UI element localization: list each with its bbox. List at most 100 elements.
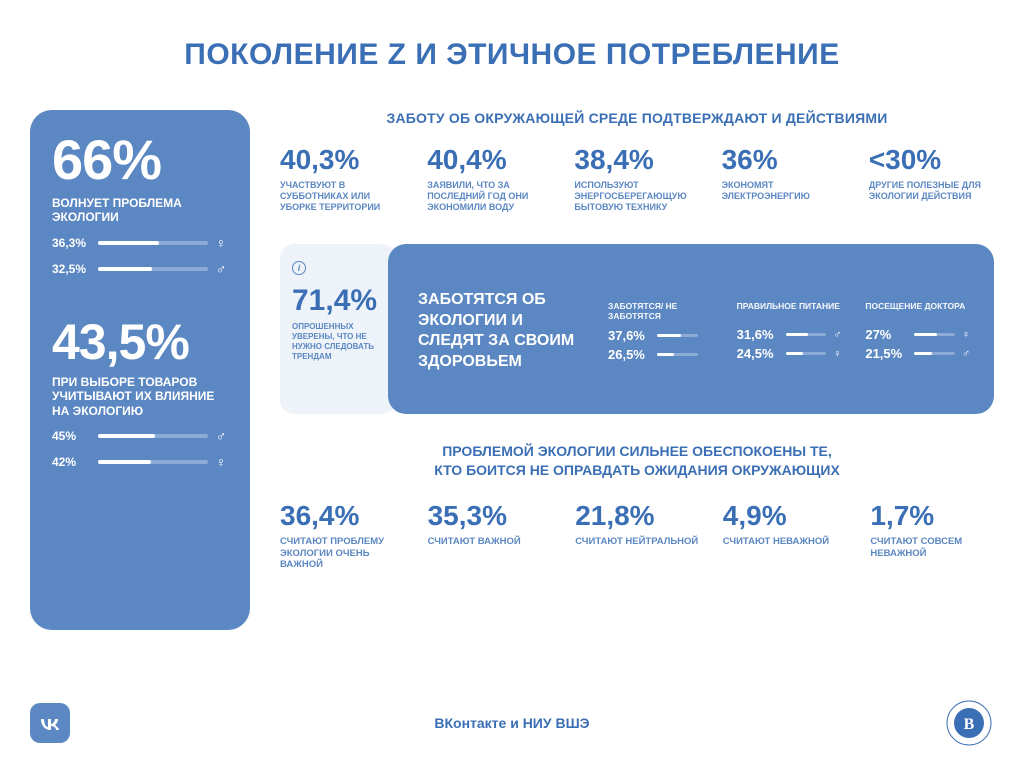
mini-bar-row: 37,6% [608, 328, 715, 343]
mid-row: i 71,4% ОПРОШЕННЫХ УВЕРЕНЫ, ЧТО НЕ НУЖНО… [280, 244, 994, 414]
stat-desc: ЗАЯВИЛИ, ЧТО ЗА ПОСЛЕДНИЙ ГОД ОНИ ЭКОНОМ… [427, 180, 552, 212]
stat-item: 35,3% СЧИТАЮТ ВАЖНОЙ [428, 502, 552, 570]
stat-value: 40,4% [427, 146, 552, 174]
stat-bars-1: 36,3% ♀ 32,5% ♂ [52, 235, 228, 277]
bar-track [98, 241, 208, 245]
gender-icon: ♂ [214, 261, 228, 277]
bar-label: 45% [52, 429, 92, 443]
section-a-title: ЗАБОТУ ОБ ОКРУЖАЮЩЕЙ СРЕДЕ ПОДТВЕРЖДАЮТ … [280, 110, 994, 126]
section-a-stats: 40,3% УЧАСТВУЮТ В СУББОТНИКАХ ИЛИ УБОРКЕ… [280, 146, 994, 212]
mini-bar-row: 26,5% [608, 347, 715, 362]
page-title: ПОКОЛЕНИЕ Z И ЭТИЧНОЕ ПОТРЕБЛЕНИЕ [0, 38, 1024, 72]
stat-block-2: 43,5% ПРИ ВЫБОРЕ ТОВАРОВ УЧИТЫВАЮТ ИХ ВЛ… [52, 317, 228, 470]
gender-bar-row: 36,3% ♀ [52, 235, 228, 251]
stat-value: 38,4% [574, 146, 699, 174]
gender-bar-row: 42% ♀ [52, 454, 228, 470]
mini-bar-row: 21,5% ♂ [865, 346, 972, 361]
mini-value: 26,5% [608, 347, 652, 362]
bar-track [98, 267, 208, 271]
info-icon: i [292, 261, 306, 275]
stat-value: 36,4% [280, 502, 404, 530]
mini-bar-row: 24,5% ♀ [737, 346, 844, 361]
stat-block-1: 66% ВОЛНУЕТ ПРОБЛЕМА ЭКОЛОГИИ 36,3% ♀ 32… [52, 132, 228, 277]
stat-value: 66% [52, 132, 228, 188]
mini-value: 21,5% [865, 346, 909, 361]
stat-item: 21,8% СЧИТАЮТ НЕЙТРАЛЬНОЙ [575, 502, 699, 570]
stat-value: <30% [869, 146, 994, 174]
gender-icon: ♂ [831, 329, 843, 341]
mini-bar-row: 27% ♀ [865, 327, 972, 342]
gender-icon: ♀ [214, 454, 228, 470]
stat-item: 38,4% ИСПОЛЬЗУЮТ ЭНЕРГОСБЕРЕГАЮЩУЮ БЫТОВ… [574, 146, 699, 212]
gender-icon: ♂ [960, 348, 972, 360]
stat-value: 4,9% [723, 502, 847, 530]
stat-desc: ДРУГИЕ ПОЛЕЗНЫЕ ДЛЯ ЭКОЛОГИИ ДЕЙСТВИЯ [869, 180, 994, 202]
stat-item: <30% ДРУГИЕ ПОЛЕЗНЫЕ ДЛЯ ЭКОЛОГИИ ДЕЙСТВ… [869, 146, 994, 212]
mini-column: ПРАВИЛЬНОЕ ПИТАНИЕ 31,6% ♂ 24,5% ♀ [737, 301, 844, 361]
stat-value: 40,3% [280, 146, 405, 174]
gender-icon: ♀ [831, 348, 843, 360]
bar-track [98, 434, 208, 438]
health-lead: ЗАБОТЯТСЯ ОБ ЭКОЛОГИИ И СЛЕДЯТ ЗА СВОИМ … [418, 290, 588, 373]
stat-desc: СЧИТАЮТ НЕЙТРАЛЬНОЙ [575, 536, 699, 547]
health-columns: ЗАБОТЯТСЯ/ НЕ ЗАБОТЯТСЯ 37,6% 26,5% ПРАВ… [608, 301, 972, 361]
trend-card: i 71,4% ОПРОШЕННЫХ УВЕРЕНЫ, ЧТО НЕ НУЖНО… [280, 244, 396, 414]
stat-value: 43,5% [52, 317, 228, 367]
footer: ВКонтакте и НИУ ВШЭ В [30, 698, 994, 748]
hse-logo-icon: В [944, 698, 994, 748]
section-b-title-l2: КТО БОИТСЯ НЕ ОПРАВДАТЬ ОЖИДАНИЯ ОКРУЖАЮ… [280, 461, 994, 480]
stat-desc: ВОЛНУЕТ ПРОБЛЕМА ЭКОЛОГИИ [52, 196, 228, 225]
stat-desc: СЧИТАЮТ СОВСЕМ НЕВАЖНОЙ [870, 536, 994, 559]
bar-track [98, 460, 208, 464]
gender-bar-row: 32,5% ♂ [52, 261, 228, 277]
stat-item: 40,4% ЗАЯВИЛИ, ЧТО ЗА ПОСЛЕДНИЙ ГОД ОНИ … [427, 146, 552, 212]
bar-label: 32,5% [52, 262, 92, 276]
stat-desc: СЧИТАЮТ НЕВАЖНОЙ [723, 536, 847, 547]
mini-track [914, 352, 955, 355]
gender-bar-row: 45% ♂ [52, 428, 228, 444]
mini-value: 31,6% [737, 327, 781, 342]
stat-item: 1,7% СЧИТАЮТ СОВСЕМ НЕВАЖНОЙ [870, 502, 994, 570]
section-b-title-l1: ПРОБЛЕМОЙ ЭКОЛОГИИ СИЛЬНЕЕ ОБЕСПОКОЕНЫ Т… [280, 442, 994, 461]
stat-item: 4,9% СЧИТАЮТ НЕВАЖНОЙ [723, 502, 847, 570]
footer-text: ВКонтакте и НИУ ВШЭ [30, 715, 994, 731]
section-b-title: ПРОБЛЕМОЙ ЭКОЛОГИИ СИЛЬНЕЕ ОБЕСПОКОЕНЫ Т… [280, 442, 994, 480]
bar-label: 42% [52, 455, 92, 469]
trend-desc: ОПРОШЕННЫХ УВЕРЕНЫ, ЧТО НЕ НУЖНО СЛЕДОВА… [292, 322, 384, 362]
sidebar-card: 66% ВОЛНУЕТ ПРОБЛЕМА ЭКОЛОГИИ 36,3% ♀ 32… [30, 110, 250, 630]
stat-desc: СЧИТАЮТ ВАЖНОЙ [428, 536, 552, 547]
mini-track [914, 333, 955, 336]
stat-value: 21,8% [575, 502, 699, 530]
stat-value: 35,3% [428, 502, 552, 530]
stat-item: 36,4% СЧИТАЮТ ПРОБЛЕМУ ЭКОЛОГИИ ОЧЕНЬ ВА… [280, 502, 404, 570]
gender-icon: ♀ [214, 235, 228, 251]
mini-col-header: ПРАВИЛЬНОЕ ПИТАНИЕ [737, 301, 844, 321]
bar-label: 36,3% [52, 236, 92, 250]
mini-value: 37,6% [608, 328, 652, 343]
gender-icon: ♀ [960, 329, 972, 341]
mini-track [786, 352, 827, 355]
mini-track [657, 334, 698, 337]
trend-value: 71,4% [292, 284, 384, 318]
stat-desc: ЭКОНОМЯТ ЭЛЕКТРОЭНЕРГИЮ [722, 180, 847, 202]
gender-icon: ♂ [214, 428, 228, 444]
mini-track [657, 353, 698, 356]
stat-value: 1,7% [870, 502, 994, 530]
mini-column: ПОСЕЩЕНИЕ ДОКТОРА 27% ♀ 21,5% ♂ [865, 301, 972, 361]
stat-value: 36% [722, 146, 847, 174]
main-content: ЗАБОТУ ОБ ОКРУЖАЮЩЕЙ СРЕДЕ ПОДТВЕРЖДАЮТ … [280, 110, 994, 570]
mini-column: ЗАБОТЯТСЯ/ НЕ ЗАБОТЯТСЯ 37,6% 26,5% [608, 301, 715, 361]
stat-desc: СЧИТАЮТ ПРОБЛЕМУ ЭКОЛОГИИ ОЧЕНЬ ВАЖНОЙ [280, 536, 404, 570]
stat-desc: УЧАСТВУЮТ В СУББОТНИКАХ ИЛИ УБОРКЕ ТЕРРИ… [280, 180, 405, 212]
mini-col-header: ЗАБОТЯТСЯ/ НЕ ЗАБОТЯТСЯ [608, 301, 715, 321]
svg-text:В: В [964, 716, 975, 733]
stat-item: 40,3% УЧАСТВУЮТ В СУББОТНИКАХ ИЛИ УБОРКЕ… [280, 146, 405, 212]
health-card: ЗАБОТЯТСЯ ОБ ЭКОЛОГИИ И СЛЕДЯТ ЗА СВОИМ … [388, 244, 994, 414]
section-b-stats: 36,4% СЧИТАЮТ ПРОБЛЕМУ ЭКОЛОГИИ ОЧЕНЬ ВА… [280, 502, 994, 570]
mini-col-header: ПОСЕЩЕНИЕ ДОКТОРА [865, 301, 972, 321]
stat-desc: ИСПОЛЬЗУЮТ ЭНЕРГОСБЕРЕГАЮЩУЮ БЫТОВУЮ ТЕХ… [574, 180, 699, 212]
mini-value: 24,5% [737, 346, 781, 361]
mini-bar-row: 31,6% ♂ [737, 327, 844, 342]
mini-value: 27% [865, 327, 909, 342]
mini-track [786, 333, 827, 336]
